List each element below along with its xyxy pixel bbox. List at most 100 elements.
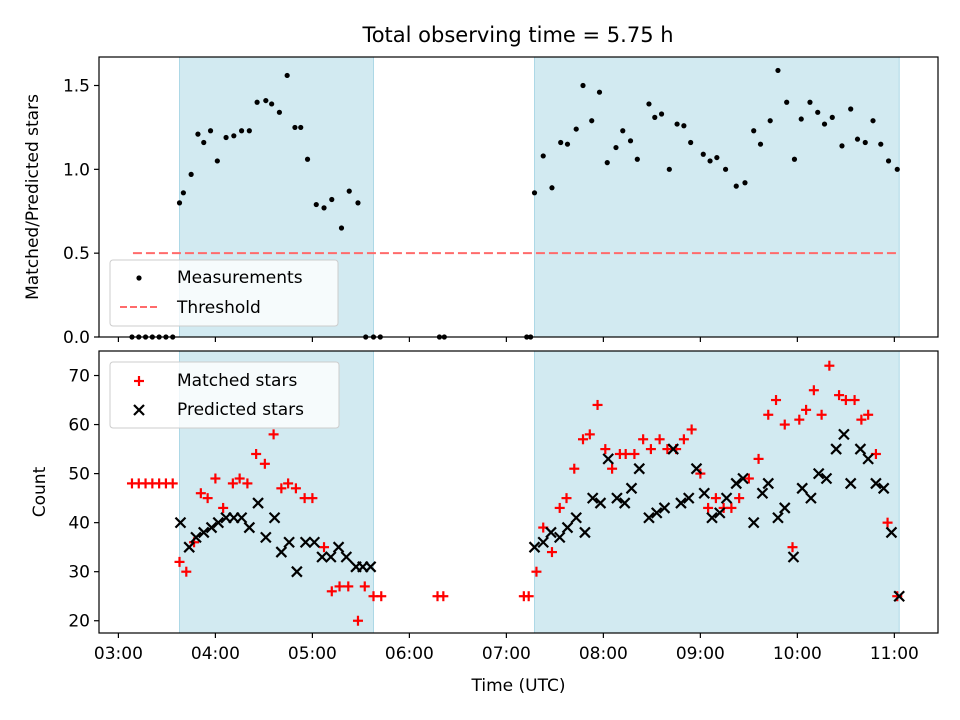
predicted-star-point <box>212 516 225 529</box>
predicted-star-point <box>812 467 825 480</box>
matched-star-point <box>882 517 893 528</box>
matched-legend-glyph <box>134 376 144 386</box>
x-tick-label: 08:00 <box>579 644 628 664</box>
predicted-star-point <box>830 443 842 455</box>
matched-star-point <box>561 493 572 504</box>
predicted-legend-glyph <box>133 404 145 416</box>
measurement-point <box>634 156 640 162</box>
matched-star-point <box>554 502 565 513</box>
matched-star-point <box>849 395 860 406</box>
matched-star-point <box>202 493 213 504</box>
measurement-point <box>894 166 900 172</box>
matched-star-point <box>816 409 827 420</box>
predicted-star-point <box>205 521 218 534</box>
measurement-point <box>589 118 595 124</box>
top-axes-frame <box>98 56 939 338</box>
predicted-star-point <box>190 531 202 544</box>
x-tick-label: 10:00 <box>773 644 822 664</box>
measurement-point <box>620 128 626 134</box>
measurement-point <box>263 97 269 104</box>
matched-star-point <box>734 493 745 504</box>
measurements-legend-label: Measurements <box>177 268 303 288</box>
top-legend-box <box>109 259 339 327</box>
measurement-point <box>791 156 798 162</box>
predicted-stars-points <box>174 428 905 602</box>
predicted-legend-marker <box>133 404 145 416</box>
measurement-point <box>338 225 345 231</box>
matched-star-point <box>523 591 534 602</box>
measurement-point <box>231 133 237 139</box>
measurement-point <box>254 99 260 105</box>
matched-star-point <box>242 478 253 489</box>
matched-star-point <box>794 414 805 425</box>
predicted-star-point <box>308 536 321 549</box>
predicted-star-point <box>602 453 614 465</box>
predicted-star-point <box>747 516 760 529</box>
matched-star-point <box>319 542 330 553</box>
matched-star-point <box>856 414 867 425</box>
matched-star-point <box>326 586 337 597</box>
measurement-point <box>798 116 804 122</box>
matched-star-point <box>290 483 301 494</box>
measurement-point <box>722 166 729 172</box>
predicted-star-point <box>762 477 775 490</box>
matched-star-point <box>638 434 649 445</box>
measurement-point <box>276 109 283 115</box>
y-tick-label: 30 <box>68 563 90 583</box>
predicted-star-point <box>737 472 749 485</box>
matched-star-point <box>592 399 603 410</box>
measurement-point <box>321 205 327 211</box>
measurement-points <box>129 67 900 340</box>
predicted-star-point <box>586 492 599 504</box>
matched-star-point <box>167 478 178 489</box>
predicted-star-point <box>235 511 248 524</box>
measurement-point <box>214 158 220 164</box>
chart-title: Total observing time = 5.75 h <box>361 23 673 47</box>
measurement-point <box>784 99 790 105</box>
matched-star-point <box>703 502 714 513</box>
matched-star-point <box>174 556 185 567</box>
measurement-point <box>269 101 275 107</box>
predicted-star-point <box>633 462 646 475</box>
measurement-point <box>742 180 748 186</box>
bottom-legend-box <box>109 361 340 429</box>
matched-star-point <box>352 615 363 626</box>
x-tick-label: 03:00 <box>94 644 143 664</box>
predicted-star-point <box>243 521 256 534</box>
matched-star-point <box>259 458 270 469</box>
measurement-point <box>329 196 335 203</box>
measurement-point <box>707 158 713 164</box>
measurement-point <box>201 139 207 146</box>
predicted-star-point <box>553 531 566 544</box>
measurement-point <box>807 99 813 105</box>
top-x-ticks <box>117 337 895 342</box>
measurement-point <box>284 72 290 79</box>
shaded-interval <box>534 350 900 634</box>
matched-star-point <box>227 478 238 489</box>
matched-star-point <box>359 581 370 592</box>
measurement-point <box>604 160 610 166</box>
predicted-star-point <box>720 492 733 504</box>
matched-legend-label: Matched stars <box>177 371 297 391</box>
measurement-point <box>223 134 229 141</box>
measurement-point <box>207 128 214 134</box>
matched-stars-points <box>126 360 903 626</box>
matched-star-point <box>343 581 354 592</box>
measurement-point <box>714 154 720 161</box>
x-tick-label: 04:00 <box>191 644 240 664</box>
matched-star-point <box>334 581 345 592</box>
measurement-point <box>292 124 298 131</box>
predicted-star-point <box>364 561 377 573</box>
matched-star-point <box>218 502 229 513</box>
predicted-star-point <box>854 443 867 455</box>
measurement-point <box>188 171 194 177</box>
matched-star-point <box>578 434 589 445</box>
matched-star-point <box>824 360 835 371</box>
measurement-point <box>176 200 183 206</box>
measurement-point <box>580 82 586 89</box>
measurement-point <box>346 188 352 194</box>
predicted-star-point <box>570 511 582 524</box>
measurement-point <box>658 111 665 117</box>
predicted-star-point <box>682 492 695 504</box>
